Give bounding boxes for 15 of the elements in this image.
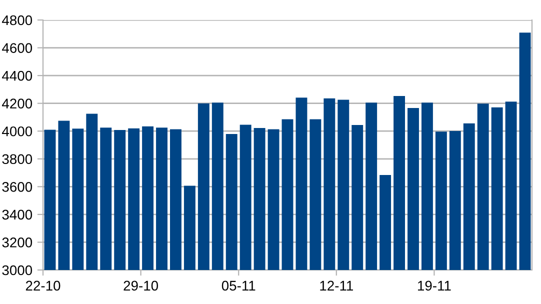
x-tick-label: 22-10: [26, 280, 60, 291]
y-tick-label: 4400: [2, 70, 32, 81]
y-tick-label: 4600: [2, 43, 32, 53]
y-tick-label: 3000: [2, 265, 32, 276]
x-tick-label: 29-10: [124, 280, 158, 291]
y-tick-label: 3800: [2, 154, 32, 164]
y-tick-label: 3600: [2, 182, 32, 192]
x-tick-label: 12-11: [320, 280, 353, 290]
y-tick-label: 3200: [2, 238, 32, 248]
y-tick-label: 4200: [2, 98, 32, 109]
x-tick-label: 19-11: [418, 280, 451, 291]
y-tick-label: 4800: [2, 15, 32, 26]
y-tick-label: 4000: [2, 126, 32, 136]
y-tick-label: 3400: [2, 210, 32, 220]
x-tick-label: 05-11: [222, 280, 256, 291]
